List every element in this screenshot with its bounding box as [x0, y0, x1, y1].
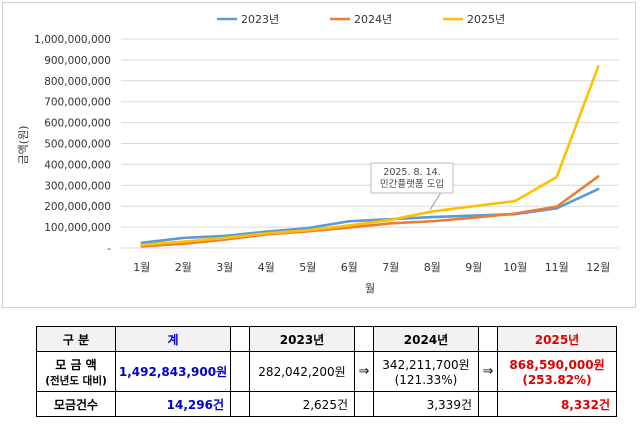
gap-cell [478, 326, 498, 352]
legend-entry: 2025년 [467, 13, 505, 26]
amount-sublabel: (전년도 대비) [45, 374, 107, 387]
x-tick-label: 7월 [382, 261, 399, 274]
amount-2023: 282,042,200원 [249, 351, 355, 392]
y-axis-label: 금액(원) [17, 126, 30, 165]
summary-table: 구 분 계 2023년 2024년 2025년 모 금 액 (전년도 대비) 1… [36, 326, 617, 417]
gap-cell [230, 326, 250, 352]
header-total: 계 [115, 326, 231, 352]
x-tick-label: 5월 [299, 261, 316, 274]
y-tick-label: 400,000,000 [44, 159, 111, 171]
header-label: 구 분 [36, 326, 116, 352]
amount-2025-ratio: (253.82%) [522, 373, 592, 387]
y-tick-label: 900,000,000 [44, 55, 111, 67]
amount-row: 모 금 액 (전년도 대비) 1,492,843,900원 282,042,20… [36, 351, 617, 392]
arrow-icon: ⇒ [354, 351, 374, 392]
amount-label-text: 모 금 액 [55, 357, 97, 372]
gap-cell [354, 391, 374, 417]
amount-2024-cell: 342,211,700원 (121.33%) [373, 351, 479, 392]
count-row-label: 모금건수 [36, 391, 116, 417]
x-tick-label: 3월 [216, 261, 233, 274]
y-tick-label: 700,000,000 [44, 97, 111, 109]
x-tick-label: 8월 [424, 261, 441, 274]
x-axis-label: 월 [365, 282, 375, 295]
table-header-row: 구 분 계 2023년 2024년 2025년 [36, 326, 617, 352]
amount-2024-ratio: (121.33%) [394, 373, 458, 387]
series-line-2024년 [140, 175, 600, 248]
annotation-box [370, 162, 454, 194]
amount-2025: 868,590,000원 [509, 358, 605, 372]
legend-entry: 2023년 [241, 13, 279, 26]
x-tick-label: 12월 [586, 261, 610, 274]
y-tick-label: 1,000,000,000 [34, 34, 111, 46]
line-chart: 1,000,000,000 900,000,000 800,000,000 700,0… [17, 13, 619, 295]
y-tick-label: 100,000,000 [44, 222, 111, 234]
amount-row-label: 모 금 액 (전년도 대비) [36, 351, 116, 392]
header-2023: 2023년 [249, 326, 355, 352]
x-tick-label: 2월 [175, 261, 192, 274]
legend-entry: 2024년 [354, 13, 392, 26]
x-tick-label: 4월 [258, 261, 275, 274]
count-2025: 8,332건 [497, 391, 617, 417]
count-2024: 3,339건 [373, 391, 479, 417]
gap-cell [354, 326, 374, 352]
y-tick-label: 800,000,000 [44, 76, 111, 88]
count-row: 모금건수 14,296건 2,625건 3,339건 8,332건 [36, 391, 617, 417]
gap-cell [230, 391, 250, 417]
gap-cell [478, 391, 498, 417]
arrow-icon: ⇒ [478, 351, 498, 392]
gap-cell [230, 351, 250, 392]
x-tick-label: 11월 [545, 261, 569, 274]
y-tick-label: 200,000,000 [44, 201, 111, 213]
count-total: 14,296건 [115, 391, 231, 417]
header-2025: 2025년 [497, 326, 617, 352]
x-tick-label: 10월 [503, 261, 527, 274]
series-line-2023년 [140, 187, 600, 245]
x-tick-label: 6월 [341, 261, 358, 274]
amount-2024: 342,211,700원 [382, 358, 470, 372]
amount-2025-cell: 868,590,000원 (253.82%) [497, 351, 617, 392]
y-tick-label: - [107, 243, 111, 255]
y-tick-label: 300,000,000 [44, 180, 111, 192]
x-tick-label: 9월 [465, 261, 482, 274]
annotation-text: 민간플랫폼 도입 [380, 178, 444, 190]
annotation-text: 2025. 8. 14. [383, 167, 440, 178]
y-tick-label: 600,000,000 [44, 118, 111, 130]
header-2024: 2024년 [373, 326, 479, 352]
series-line-2025년 [140, 65, 600, 247]
y-tick-label: 500,000,000 [44, 139, 111, 151]
count-2023: 2,625건 [249, 391, 355, 417]
amount-total: 1,492,843,900원 [115, 351, 231, 392]
annotation-leader [429, 192, 442, 210]
chart-container: 1,000,000,000 900,000,000 800,000,000 700,0… [2, 2, 636, 308]
x-tick-label: 1월 [133, 261, 150, 274]
